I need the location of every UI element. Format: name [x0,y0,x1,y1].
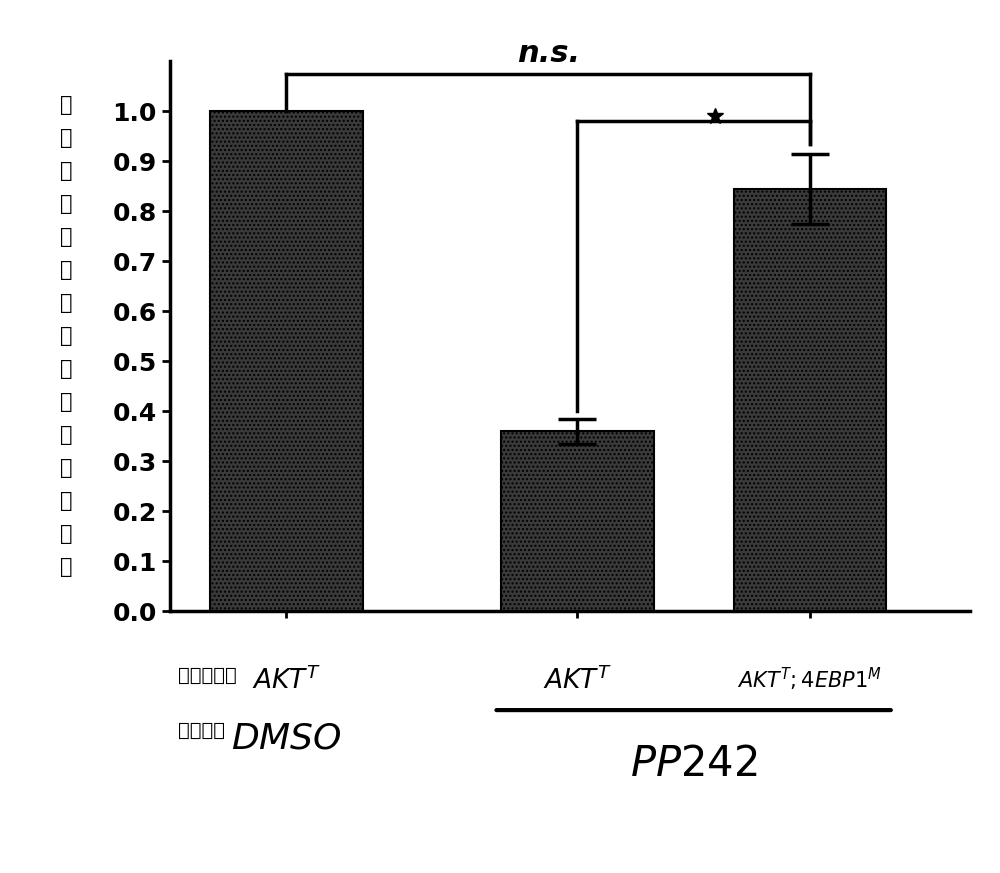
Text: 相: 相 [60,95,72,115]
Text: $\mathit{AKT}^T$: $\mathit{AKT}^T$ [543,666,612,695]
Text: 于: 于 [60,162,72,181]
Text: $\mathit{AKT}^T$: $\mathit{AKT}^T$ [252,666,321,695]
Text: $\mathbf{\mathit{DMSO}}$: $\mathbf{\mathit{DMSO}}$ [231,721,342,755]
Text: 活: 活 [60,359,72,379]
Text: 媒: 媒 [60,194,72,214]
Bar [210,111,363,611]
Text: 数: 数 [60,557,72,577]
Bar [501,431,654,611]
Text: $\mathbf{\mathit{PP242}}$: $\mathbf{\mathit{PP242}}$ [630,743,757,785]
Text: 照: 照 [60,293,72,313]
Text: 降: 降 [60,458,72,478]
Text: 处理剂：: 处理剂： [178,721,225,740]
Text: 较: 较 [60,128,72,148]
Text: 细胞类型：: 细胞类型： [178,666,237,685]
Text: $\mathit{AKT}^T\mathit{;4EBP1}^M$: $\mathit{AKT}^T\mathit{;4EBP1}^M$ [737,666,883,693]
Text: 倍: 倍 [60,524,72,544]
Text: 胞: 胞 [60,425,72,445]
Text: 的: 的 [60,327,72,346]
Text: 低: 低 [60,491,72,511]
Text: 细: 细 [60,392,72,412]
Bar [734,189,886,611]
Text: 剂: 剂 [60,227,72,247]
Text: 对: 对 [60,260,72,280]
Text: n.s.: n.s. [517,38,580,67]
